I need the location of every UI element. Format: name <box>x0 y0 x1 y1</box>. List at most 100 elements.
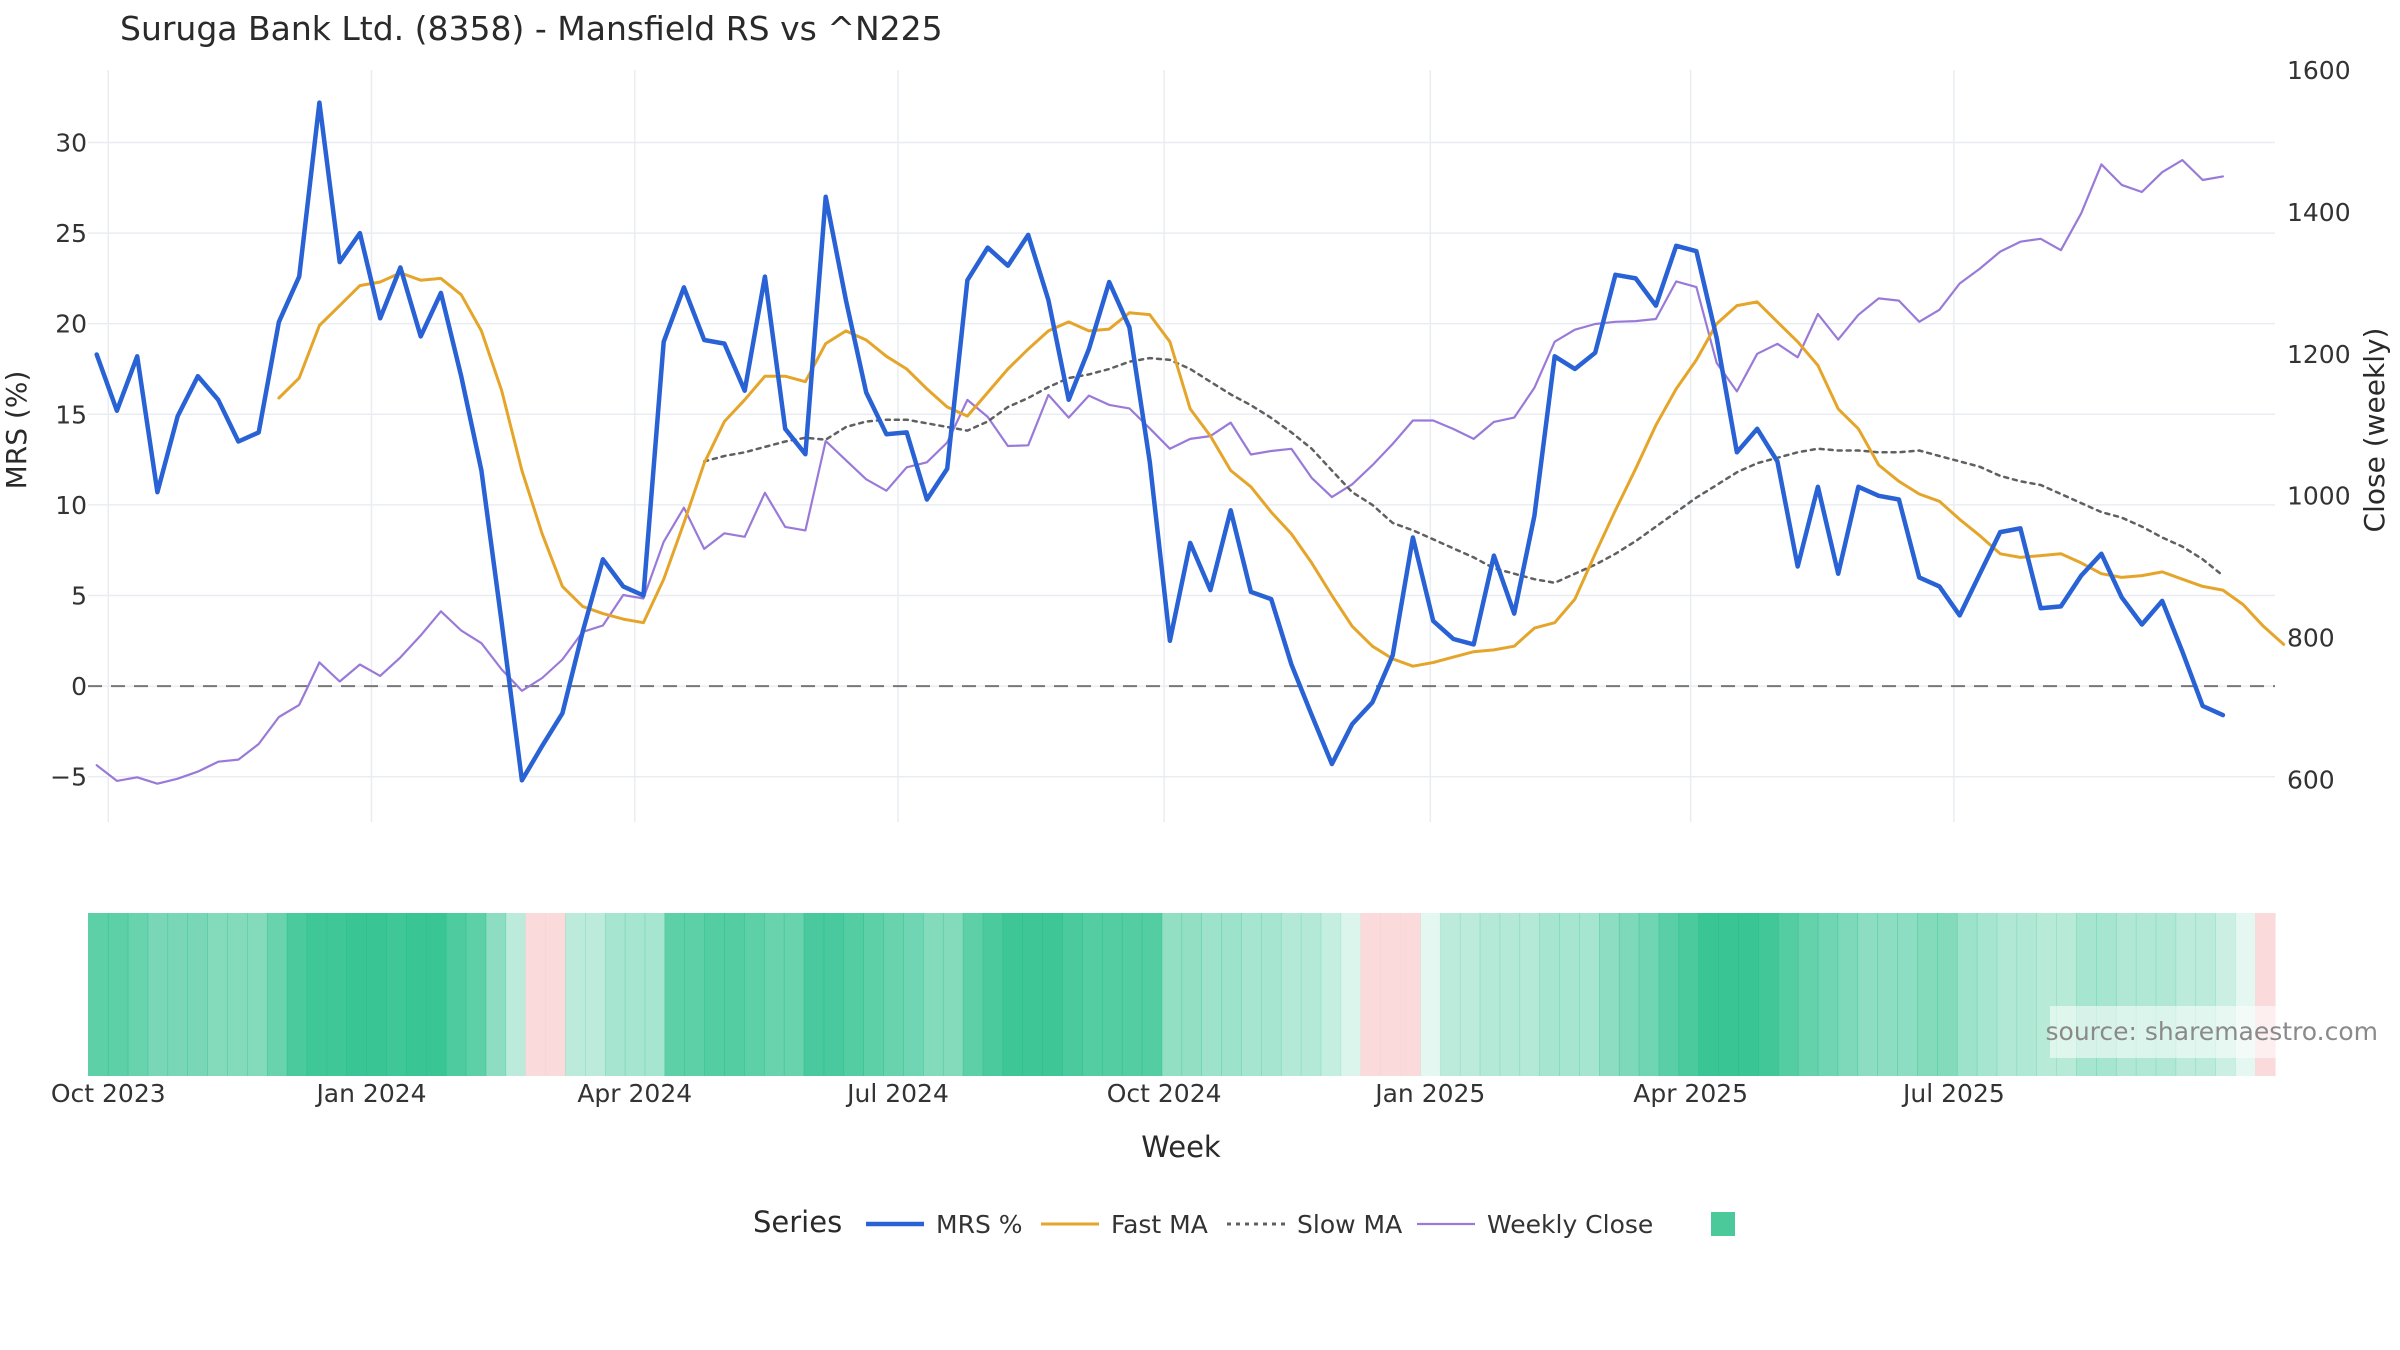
strip-cell <box>1599 913 1620 1076</box>
strip-cell <box>386 913 407 1076</box>
strip-cell <box>1221 913 1242 1076</box>
strip-cell <box>1638 913 1660 1076</box>
strip-cell <box>585 913 606 1076</box>
strip-cell <box>266 913 288 1076</box>
strip-cell <box>425 913 447 1076</box>
strip-cell <box>88 913 109 1076</box>
strip-cell <box>525 913 546 1076</box>
y-tick-label: 0 <box>71 672 87 701</box>
strip-cell <box>1141 913 1163 1076</box>
strip-cell <box>1300 913 1322 1076</box>
strip-cell <box>962 913 984 1076</box>
strip-cell <box>1022 913 1043 1076</box>
series-line-fast-ma <box>277 271 2286 668</box>
y2-tick-label: 1600 <box>2287 56 2351 85</box>
legend-swatch <box>1711 1212 1735 1236</box>
strip-cell <box>286 913 308 1076</box>
strip-cell <box>1340 913 1362 1076</box>
strip-cell <box>247 913 268 1076</box>
strip-cell <box>1181 913 1202 1076</box>
strip-cell <box>704 913 725 1076</box>
x-axis: Oct 2023 Jan 2024 Apr 2024 Jul 2024 Oct 2024… <box>51 1079 2005 1108</box>
y-tick-label: 25 <box>55 219 87 248</box>
strip-cell <box>1837 913 1859 1076</box>
y2-tick-label: 600 <box>2287 765 2335 794</box>
x-tick-label: Jul 2025 <box>1901 1079 2005 1108</box>
legend-item: Slow MA <box>1227 1210 1402 1239</box>
y-axis-left: −5 0 5 10 15 20 25 30 <box>50 128 87 791</box>
strip-cell <box>1519 913 1540 1076</box>
source-label: source: sharemaestro.com <box>2046 1017 2379 1046</box>
y-tick-label: 10 <box>55 491 87 520</box>
strip-cell <box>1559 913 1580 1076</box>
strip-cell <box>187 913 208 1076</box>
strip-cell <box>942 913 964 1076</box>
strip-cell <box>167 913 189 1076</box>
strip-cell <box>1698 913 1719 1076</box>
strip-cell <box>644 913 666 1076</box>
regime-heat-strip <box>88 913 2276 1076</box>
y-tick-label: 20 <box>55 310 87 339</box>
strip-cell <box>545 913 566 1076</box>
legend-item: Fast MA <box>1041 1210 1208 1239</box>
strip-cell <box>1439 913 1461 1076</box>
strip-cell <box>1758 913 1779 1076</box>
grid-lines <box>88 70 2275 822</box>
legend-label: Slow MA <box>1297 1210 1402 1239</box>
strip-cell <box>2016 913 2038 1076</box>
legend-label: Weekly Close <box>1487 1210 1653 1239</box>
y-axis-title-left: MRS (%) <box>0 371 33 490</box>
strip-cell <box>505 913 526 1076</box>
strip-cell <box>227 913 248 1076</box>
strip-cell <box>366 913 387 1076</box>
strip-cell <box>1479 913 1501 1076</box>
strip-cell <box>1201 913 1222 1076</box>
strip-cell <box>763 913 785 1076</box>
strip-cell <box>684 913 705 1076</box>
x-tick-label: Apr 2024 <box>577 1079 692 1108</box>
strip-cell <box>1937 913 1958 1076</box>
strip-cell <box>1320 913 1342 1076</box>
x-tick-label: Oct 2023 <box>51 1079 166 1108</box>
strip-cell <box>1718 913 1739 1076</box>
strip-cell <box>406 913 427 1076</box>
legend: Series MRS % Fast MA Slow MA Weekly Close <box>753 1205 1735 1239</box>
strip-cell <box>1678 913 1700 1076</box>
strip-cell <box>724 913 745 1076</box>
x-tick-label: Oct 2024 <box>1107 1079 1222 1108</box>
strip-cell <box>982 913 1004 1076</box>
legend-item: MRS % <box>866 1210 1023 1239</box>
legend-item <box>1711 1212 1735 1236</box>
y-tick-label: 15 <box>55 400 87 429</box>
strip-cell <box>1062 913 1083 1076</box>
legend-title: Series <box>753 1205 842 1239</box>
strip-cell <box>783 913 805 1076</box>
strip-cell <box>1917 913 1938 1076</box>
strip-cell <box>1579 913 1600 1076</box>
strip-cell <box>1002 913 1024 1076</box>
strip-cell <box>823 913 845 1076</box>
strip-cell <box>843 913 864 1076</box>
strip-cell <box>1877 913 1898 1076</box>
strip-cell <box>1658 913 1680 1076</box>
strip-cell <box>1996 913 2018 1076</box>
x-tick-label: Jan 2025 <box>1373 1079 1485 1108</box>
y2-tick-label: 1400 <box>2287 198 2351 227</box>
source-label-bg <box>2050 1006 2390 1058</box>
strip-cell <box>1976 913 1998 1076</box>
y2-tick-label: 1000 <box>2287 482 2351 511</box>
strip-cell <box>207 913 228 1076</box>
strip-cell <box>863 913 884 1076</box>
y-axis-right: 600 800 1000 1200 1400 1600 <box>2287 56 2351 794</box>
strip-cell <box>1459 913 1481 1076</box>
series-lines <box>94 100 2286 785</box>
x-tick-label: Jan 2024 <box>314 1079 426 1108</box>
x-tick-label: Apr 2025 <box>1633 1079 1748 1108</box>
strip-cell <box>744 913 765 1076</box>
strip-cell <box>1420 913 1441 1076</box>
legend-item: Weekly Close <box>1417 1210 1653 1239</box>
strip-cell <box>465 913 487 1076</box>
strip-cell <box>1241 913 1262 1076</box>
strip-cell <box>1400 913 1421 1076</box>
